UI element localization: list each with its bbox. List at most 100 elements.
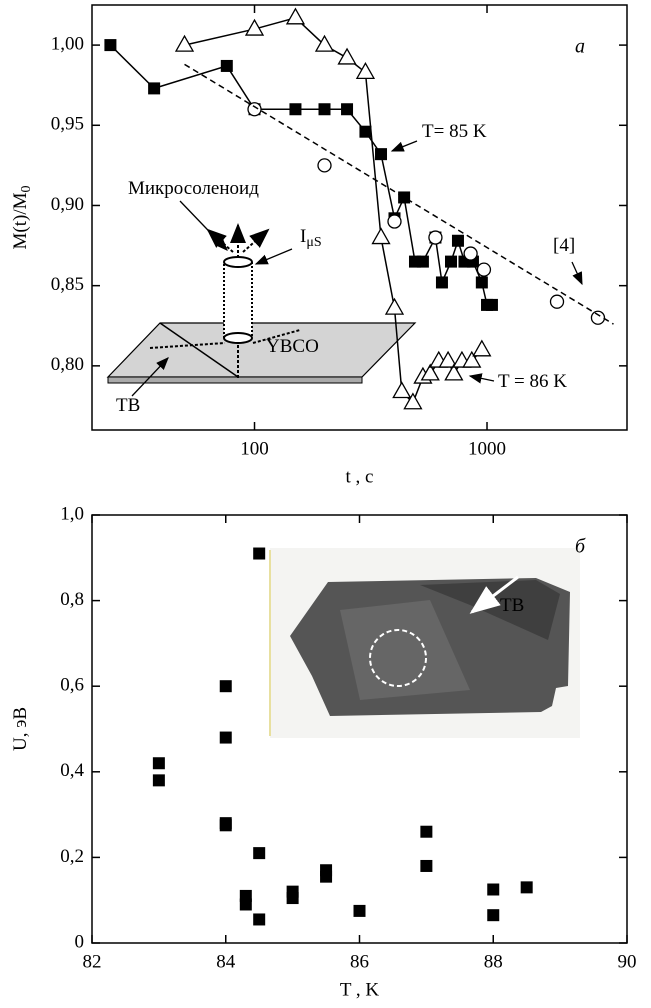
annotation-arrow <box>256 249 292 264</box>
annotation-arrow <box>392 141 417 151</box>
marker-square <box>398 191 410 203</box>
y-tick-label: 0,8 <box>60 589 84 610</box>
marker-square <box>253 847 265 859</box>
annotation-arrow <box>572 262 582 284</box>
annotation: IμS <box>300 226 322 250</box>
annotation-text: YBCO <box>266 336 319 357</box>
marker-circle <box>464 247 477 260</box>
marker-circle <box>591 311 604 324</box>
series-line <box>110 45 492 305</box>
marker-circle <box>318 159 331 172</box>
y-axis-label-text: U, эВ <box>10 707 31 751</box>
marker-square <box>375 148 387 160</box>
marker-triangle <box>339 49 356 64</box>
annotation: TB <box>116 395 140 416</box>
marker-triangle <box>316 36 333 51</box>
x-tick-label: 84 <box>216 951 236 972</box>
y-tick-label: 0,2 <box>60 846 84 867</box>
x-tick-label: 90 <box>618 951 637 972</box>
marker-square <box>289 103 301 115</box>
marker-square <box>220 732 232 744</box>
marker-square <box>420 860 432 872</box>
marker-triangle <box>473 341 490 356</box>
marker-square <box>445 256 457 268</box>
marker-circle <box>477 263 490 276</box>
marker-square <box>253 913 265 925</box>
y-axis-label: U, эВ <box>10 707 31 751</box>
inset-photo <box>270 548 580 738</box>
marker-square <box>417 256 429 268</box>
annotation: [4] <box>553 235 575 256</box>
marker-square <box>220 680 232 692</box>
annotation-arrow <box>180 201 227 250</box>
marker-square <box>319 103 331 115</box>
marker-square <box>221 60 233 72</box>
marker-square <box>487 884 499 896</box>
annotation: TB <box>500 595 524 616</box>
annotation-text: Микросоленоид <box>128 178 259 199</box>
x-tick-label: 1000 <box>468 438 506 459</box>
y-tick-label: 0,95 <box>51 114 84 135</box>
marker-square <box>253 548 265 560</box>
marker-square <box>486 299 498 311</box>
marker-triangle <box>393 383 410 398</box>
annotation-text: T= 85 K <box>422 121 487 142</box>
marker-triangle <box>287 9 304 24</box>
panel-label: б <box>575 536 586 558</box>
marker-square <box>436 276 448 288</box>
annotation: YBCO <box>266 336 319 357</box>
x-tick-label: 88 <box>484 951 503 972</box>
annotation-arrow <box>470 376 494 381</box>
annotation-text: [4] <box>553 235 575 256</box>
y-tick-label: 1,0 <box>60 503 84 524</box>
x-tick-label: 100 <box>240 438 269 459</box>
marker-triangle <box>386 299 403 314</box>
y-tick-label: 0,85 <box>51 274 84 295</box>
marker-square <box>240 898 252 910</box>
marker-square <box>153 757 165 769</box>
y-axis-label: M(t)/M0 <box>10 186 34 250</box>
marker-square <box>476 276 488 288</box>
marker-square <box>287 892 299 904</box>
annotation-text: T = 86 K <box>498 371 567 392</box>
y-tick-label: 0,90 <box>51 194 84 215</box>
x-tick-label: 86 <box>350 951 369 972</box>
marker-circle <box>551 295 564 308</box>
marker-square <box>452 235 464 247</box>
marker-square <box>341 103 353 115</box>
annotation: Микросоленоид <box>128 178 259 199</box>
annotation: T = 86 K <box>498 371 567 392</box>
y-tick-label: 0,4 <box>60 760 84 781</box>
marker-square <box>104 39 116 51</box>
y-tick-label: 0,80 <box>51 354 84 375</box>
marker-circle <box>248 103 261 116</box>
marker-square <box>354 905 366 917</box>
y-tick-label: 0 <box>75 931 85 952</box>
x-tick-label: 82 <box>83 951 102 972</box>
marker-square <box>487 909 499 921</box>
x-axis-label: T , K <box>340 979 380 1000</box>
y-axis-label-sub: 0 <box>19 186 34 193</box>
figure: 0,800,850,900,951,001001000t , сM(t)/M0а… <box>0 0 651 1008</box>
marker-square <box>153 774 165 786</box>
y-tick-label: 1,00 <box>51 33 84 54</box>
marker-square <box>220 819 232 831</box>
marker-square <box>320 871 332 883</box>
marker-circle <box>429 231 442 244</box>
panel-label: а <box>575 36 585 58</box>
marker-square <box>420 826 432 838</box>
annotation-text: TB <box>500 595 524 616</box>
y-tick-label: 0,6 <box>60 675 84 696</box>
marker-square <box>359 126 371 138</box>
marker-square <box>148 82 160 94</box>
marker-triangle <box>357 63 374 78</box>
annotation-sub: μS <box>306 235 321 250</box>
marker-circle <box>388 215 401 228</box>
annotation: T= 85 K <box>422 121 487 142</box>
marker-triangle <box>373 229 390 244</box>
inset-sketch <box>108 225 415 383</box>
x-axis-label: t , с <box>346 466 374 487</box>
marker-square <box>521 881 533 893</box>
annotation-text: TB <box>116 395 140 416</box>
y-axis-label-text: M(t)/M <box>10 192 31 249</box>
